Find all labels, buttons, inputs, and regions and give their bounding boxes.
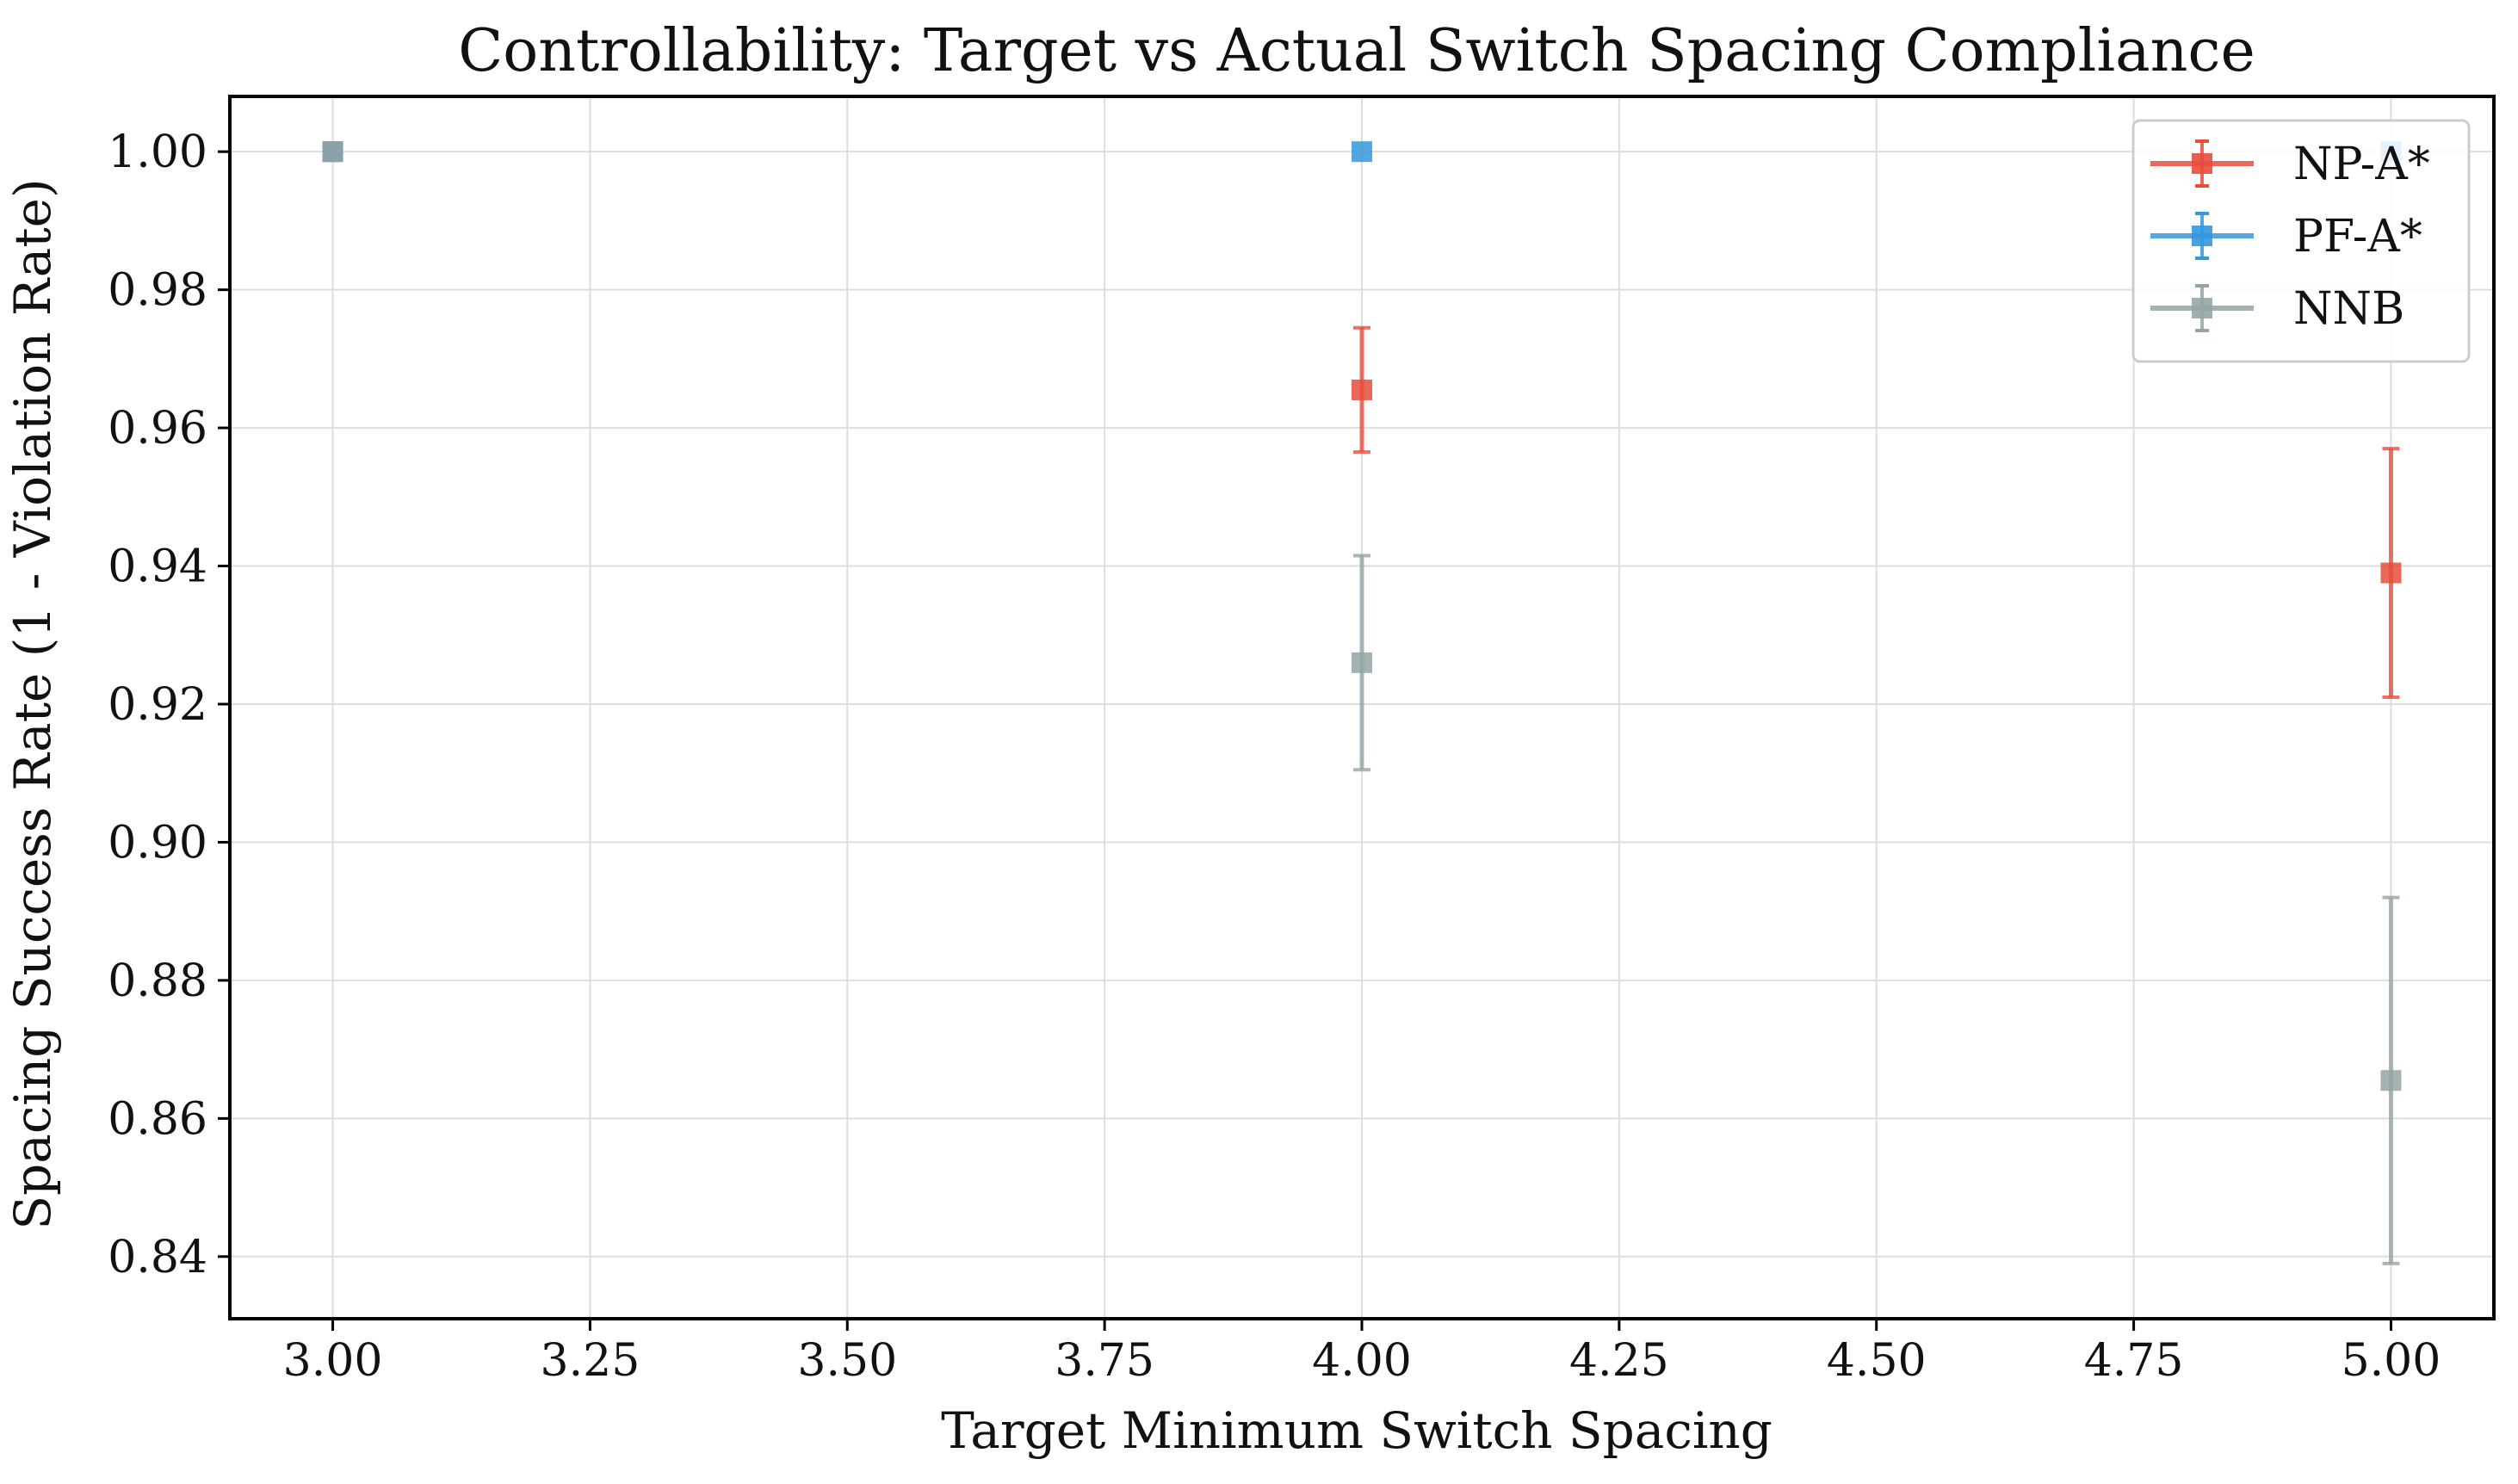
y-tick-label: 0.98 [108,265,207,317]
chart-title: Controllability: Target vs Actual Switch… [458,17,2255,85]
legend-marker [2192,226,2212,246]
series-nnb [322,141,2402,1265]
data-point [2380,1070,2402,1091]
y-tick-label: 1.00 [108,127,207,178]
x-axis-label: Target Minimum Switch Spacing [941,1401,1772,1460]
x-tick-label: 4.50 [1827,1335,1927,1387]
y-tick-label: 0.94 [108,541,207,593]
y-tick-label: 0.92 [108,679,207,731]
legend: NP-A* PF-A* NNB [2131,119,2471,363]
legend-item: PF-A* [2150,211,2422,263]
data-point [322,141,343,163]
x-tick-label: 3.75 [1055,1335,1154,1387]
y-tick-label: 0.88 [108,955,207,1007]
legend-item: NP-A* [2150,139,2430,190]
legend-label: NP-A* [2293,139,2430,190]
legend-marker [2192,153,2212,174]
legend-label: NNB [2293,283,2404,335]
data-marks [322,141,2402,1265]
x-tick-label: 4.25 [1569,1335,1669,1387]
x-tick-label: 3.00 [283,1335,383,1387]
data-point [1352,141,1372,163]
y-axis-label: Spacing Success Rate (1 - Violation Rate… [3,178,62,1229]
y-tick-label: 0.96 [108,403,207,454]
x-tick-label: 3.25 [541,1335,640,1387]
data-point [2380,562,2402,584]
x-tick-label: 4.75 [2084,1335,2184,1387]
legend-marker [2192,298,2212,318]
x-tick-label: 4.00 [1312,1335,1412,1387]
legend-label: PF-A* [2293,211,2422,263]
axis-ticks: 3.00 3.25 3.50 3.75 4.00 4.25 4.50 4.75 5.00 0.84… [108,127,2441,1387]
y-tick-label: 0.86 [108,1093,207,1145]
legend-box [2131,119,2471,363]
y-tick-label: 0.90 [108,817,207,869]
data-point [1352,379,1372,400]
x-tick-label: 3.50 [797,1335,897,1387]
data-point [1352,652,1372,673]
y-tick-label: 0.84 [108,1232,207,1283]
legend-item: NNB [2150,283,2404,335]
plot-frame [228,95,2496,1320]
x-tick-label: 5.00 [2342,1335,2441,1387]
